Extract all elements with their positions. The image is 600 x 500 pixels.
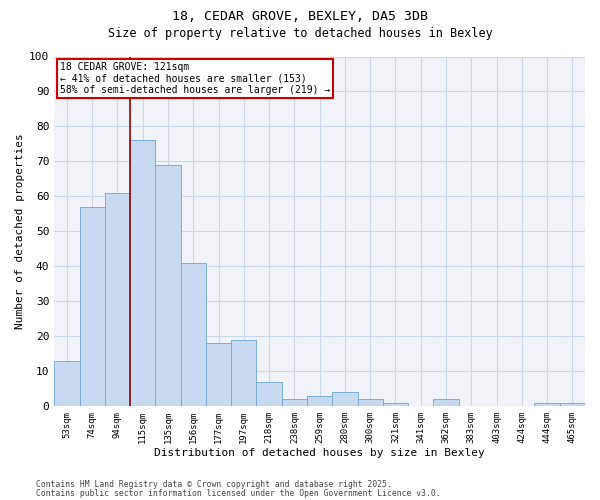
- Text: 18 CEDAR GROVE: 121sqm
← 41% of detached houses are smaller (153)
58% of semi-de: 18 CEDAR GROVE: 121sqm ← 41% of detached…: [59, 62, 330, 95]
- Bar: [307, 396, 332, 406]
- X-axis label: Distribution of detached houses by size in Bexley: Distribution of detached houses by size …: [154, 448, 485, 458]
- Bar: [181, 263, 206, 406]
- Bar: [383, 402, 408, 406]
- Text: Contains HM Land Registry data © Crown copyright and database right 2025.: Contains HM Land Registry data © Crown c…: [36, 480, 392, 489]
- Bar: [155, 165, 181, 406]
- Bar: [231, 340, 256, 406]
- Text: Contains public sector information licensed under the Open Government Licence v3: Contains public sector information licen…: [36, 489, 440, 498]
- Bar: [535, 402, 560, 406]
- Bar: [282, 399, 307, 406]
- Bar: [358, 399, 383, 406]
- Bar: [80, 207, 105, 406]
- Bar: [332, 392, 358, 406]
- Bar: [130, 140, 155, 406]
- Bar: [206, 344, 231, 406]
- Text: 18, CEDAR GROVE, BEXLEY, DA5 3DB: 18, CEDAR GROVE, BEXLEY, DA5 3DB: [172, 10, 428, 23]
- Bar: [105, 193, 130, 406]
- Y-axis label: Number of detached properties: Number of detached properties: [15, 134, 25, 329]
- Bar: [54, 361, 80, 406]
- Text: Size of property relative to detached houses in Bexley: Size of property relative to detached ho…: [107, 28, 493, 40]
- Bar: [433, 399, 458, 406]
- Bar: [256, 382, 282, 406]
- Bar: [560, 402, 585, 406]
